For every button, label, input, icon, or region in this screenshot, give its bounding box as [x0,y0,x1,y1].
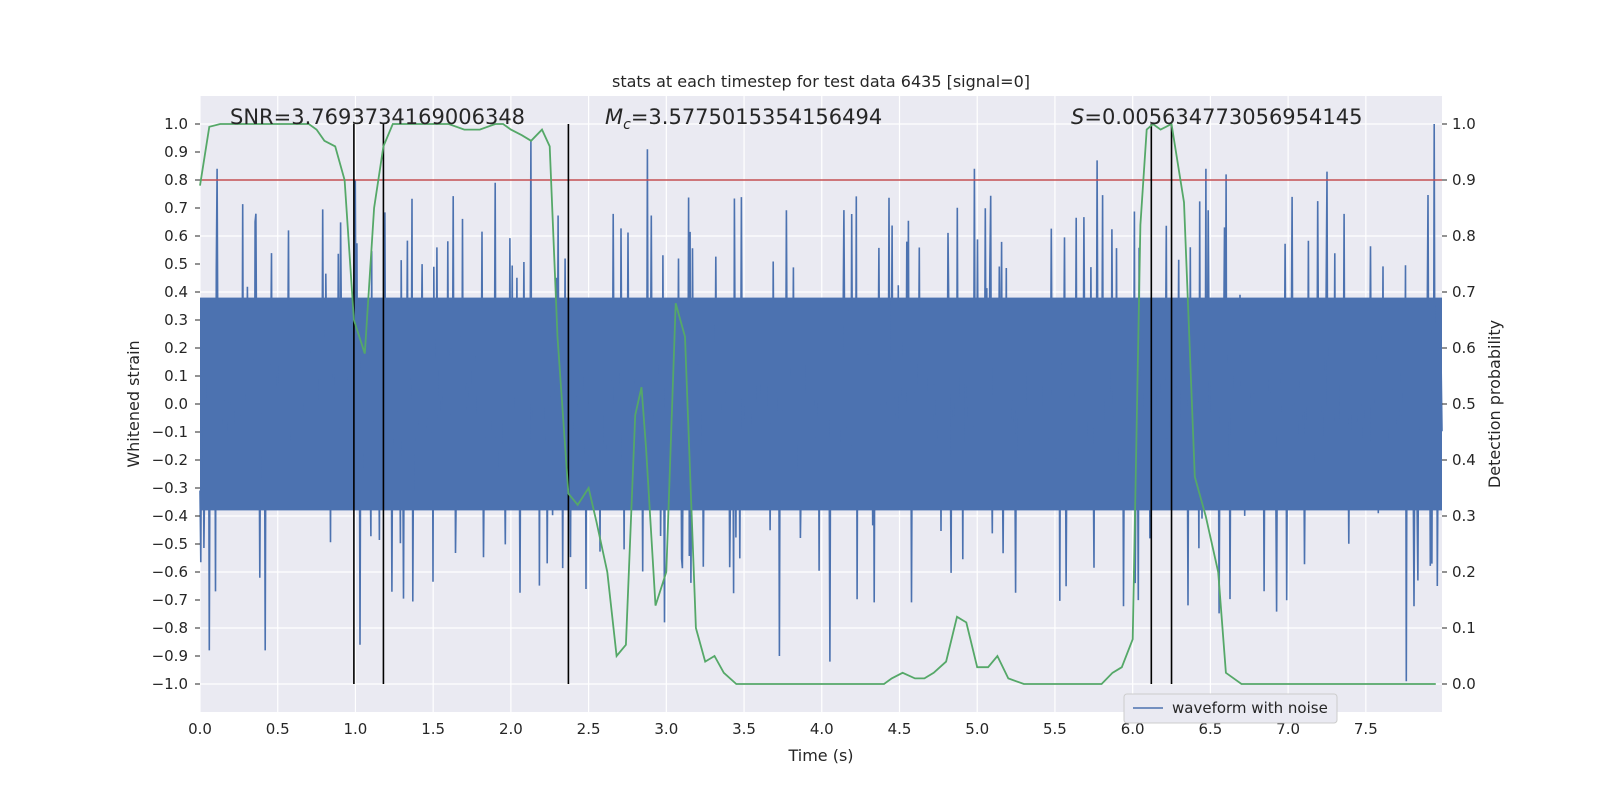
y-tick-label: −0.1 [152,423,188,441]
vertical-markers [353,124,1173,684]
chart-title: stats at each timestep for test data 643… [612,72,1030,91]
y-tick-label: −0.2 [152,451,188,469]
y-right-tick-label: 0.2 [1452,563,1476,581]
score-annotation: S=0.005634773056954145 [1071,105,1362,129]
x-tick-label: 5.5 [1043,720,1067,738]
y-tick-label: −0.8 [152,619,188,637]
x-tick-label: 0.5 [266,720,290,738]
y-tick-label: −0.9 [152,647,188,665]
x-tick-label: 6.5 [1198,720,1222,738]
y-axis-right-ticks: 1.0 0.9 0.8 0.7 0.6 0.5 0.4 0.3 0.2 0.1 0.0 [1442,115,1476,693]
y-axis-left-label: Whitened strain [124,340,143,467]
y-tick-label: 0.4 [164,283,188,301]
y-right-tick-label: 0.0 [1452,675,1476,693]
y-tick-label: −0.5 [152,535,188,553]
x-tick-label: 7.0 [1276,720,1300,738]
y-tick-label: 0.0 [164,395,188,413]
legend-box [1123,693,1338,724]
x-tick-label: 4.0 [810,720,834,738]
legend-label: waveform with noise [1172,699,1328,717]
y-tick-label: 1.0 [164,115,188,133]
y-tick-label: 0.6 [164,227,188,245]
y-right-tick-label: 0.6 [1452,339,1476,357]
x-tick-label: 2.0 [499,720,523,738]
x-tick-label: 6.0 [1121,720,1145,738]
x-axis-ticks: 0.0 0.5 1.0 1.5 2.0 2.5 3.0 3.5 4.0 4.5 5.0 5.5 6.0 6… [188,720,1378,738]
y-tick-label: 0.8 [164,171,188,189]
y-right-tick-label: 0.3 [1452,507,1476,525]
y-right-tick-label: 0.9 [1452,171,1476,189]
waveform-series [199,123,1443,682]
y-right-tick-label: 0.5 [1452,395,1476,413]
y-tick-label: 0.1 [164,367,188,385]
y-right-tick-label: 0.4 [1452,451,1476,469]
snr-annotation: SNR=3.7693734169006348 [230,105,525,129]
y-axis-left-ticks: 1.0 0.9 0.8 0.7 0.6 0.5 0.4 0.3 0.2 0.1 0.0 −0.1 −0.… [152,115,200,693]
y-tick-label: 0.2 [164,339,188,357]
y-tick-label: 0.9 [164,143,188,161]
x-tick-label: 3.0 [654,720,678,738]
y-right-tick-label: 0.8 [1452,227,1476,245]
y-right-tick-label: 1.0 [1452,115,1476,133]
y-axis-right-label: Detection probability [1485,320,1504,488]
x-axis-label: Time (s) [787,746,853,765]
y-tick-label: 0.5 [164,255,188,273]
x-tick-label: 0.0 [188,720,212,738]
y-tick-label: 0.7 [164,199,188,217]
waveform-trace [199,123,1443,682]
x-tick-label: 7.5 [1354,720,1378,738]
x-tick-label: 2.5 [577,720,601,738]
y-right-tick-label: 0.7 [1452,283,1476,301]
x-tick-label: 1.0 [344,720,368,738]
legend: waveform with noise [1123,693,1338,724]
x-tick-label: 3.5 [732,720,756,738]
x-tick-label: 4.5 [888,720,912,738]
detection-probability-line [199,122,1436,685]
x-tick-label: 5.0 [965,720,989,738]
chirp-mass-annotation: Mc=3.5775015354156494 [605,105,882,133]
y-tick-label: 0.3 [164,311,188,329]
y-tick-label: −0.3 [152,479,188,497]
y-tick-label: −0.6 [152,563,188,581]
y-right-tick-label: 0.1 [1452,619,1476,637]
x-tick-label: 1.5 [421,720,445,738]
y-tick-label: −1.0 [152,675,188,693]
y-tick-label: −0.7 [152,591,188,609]
y-tick-label: −0.4 [152,507,188,525]
